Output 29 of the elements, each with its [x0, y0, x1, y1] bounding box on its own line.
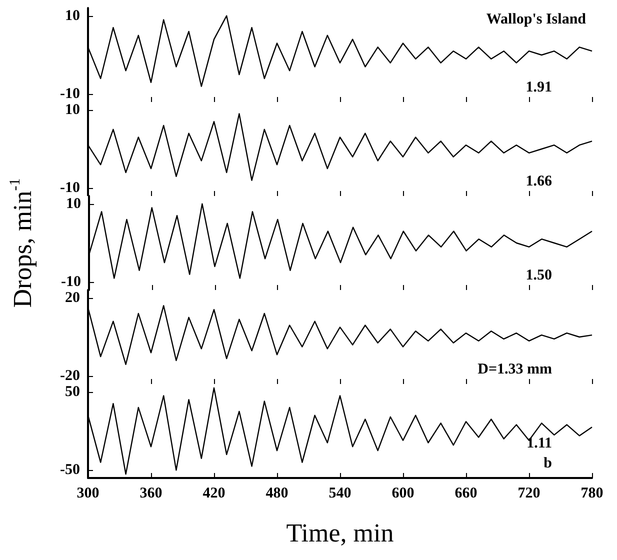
annotation: b: [544, 456, 552, 472]
y-tick-label: 50: [65, 384, 80, 400]
x-tick-label: 300: [76, 486, 100, 502]
y-tick-label: 10: [65, 8, 80, 24]
annotation: 1.91: [526, 80, 552, 96]
y-tick-label: 10: [65, 102, 80, 118]
y-tick-label: -20: [60, 368, 80, 384]
x-axis-title: Time, min: [286, 518, 394, 548]
x-tick-label: 420: [202, 486, 226, 502]
y-tick-label: -10: [60, 180, 80, 196]
annotation: Wallop's Island: [486, 12, 587, 28]
x-tick-label: 720: [518, 486, 540, 502]
y-axis-title: Drops, min-1: [8, 178, 37, 308]
y-tick-label: -10: [60, 86, 80, 102]
line-series: [87, 387, 593, 475]
x-tick-label: 780: [580, 486, 604, 502]
annotation: 1.11: [526, 436, 552, 452]
x-tick-label: 360: [140, 486, 162, 502]
annotation: D=1.33 mm: [478, 362, 553, 378]
annotation: 1.66: [526, 174, 552, 190]
y-tick-label: -50: [60, 462, 80, 478]
annotation: 1.50: [526, 268, 552, 284]
x-tick-label: 480: [266, 486, 288, 502]
y-tick-label: 10: [66, 196, 81, 212]
x-tick-label: 540: [328, 486, 352, 502]
y-tick-label: 20: [65, 290, 80, 306]
x-tick-label: 660: [454, 486, 478, 502]
y-tick-label: -10: [61, 274, 81, 290]
x-tick-label: 600: [392, 486, 414, 502]
